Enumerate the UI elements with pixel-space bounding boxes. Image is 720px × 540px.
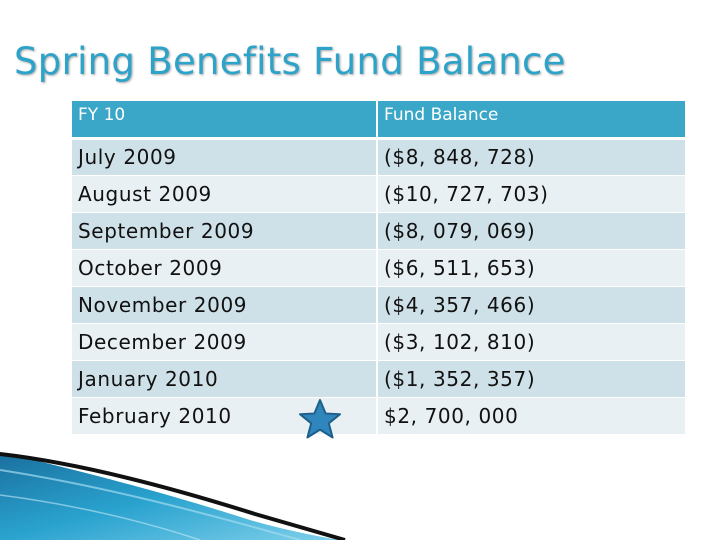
balance-cell: ($3, 102, 810)	[376, 322, 685, 360]
month-cell: August 2009	[72, 174, 377, 212]
balance-cell: ($1, 352, 357)	[376, 359, 685, 397]
month-cell: November 2009	[72, 285, 377, 323]
table-row: September 2009 ($8, 079, 069)	[72, 211, 685, 249]
month-cell: January 2010	[72, 359, 377, 397]
balance-cell: ($8, 079, 069)	[376, 211, 685, 249]
decorative-wave	[0, 452, 346, 540]
balance-cell: ($8, 848, 728)	[376, 137, 685, 175]
table-header-row: FY 10 Fund Balance	[72, 101, 685, 140]
slide-title: Spring Benefits Fund Balance	[14, 40, 566, 83]
header-fy10: FY 10	[72, 101, 377, 140]
balance-cell: $2, 700, 000	[376, 396, 685, 434]
month-cell: December 2009	[72, 322, 377, 360]
table-row: December 2009 ($3, 102, 810)	[72, 322, 685, 360]
table-row: January 2010 ($1, 352, 357)	[72, 359, 685, 397]
table-row: August 2009 ($10, 727, 703)	[72, 174, 685, 212]
balance-cell: ($6, 511, 653)	[376, 248, 685, 286]
fund-balance-table: FY 10 Fund Balance July 2009 ($8, 848, 7…	[72, 101, 685, 438]
month-cell: July 2009	[72, 137, 377, 175]
month-cell: September 2009	[72, 211, 377, 249]
star-icon	[299, 398, 341, 438]
month-label: February 2010	[78, 403, 232, 428]
balance-cell: ($4, 357, 466)	[376, 285, 685, 323]
table-row: February 2010 $2, 700, 000	[72, 396, 685, 438]
table-row: July 2009 ($8, 848, 728)	[72, 137, 685, 175]
balance-cell: ($10, 727, 703)	[376, 174, 685, 212]
header-fund-balance: Fund Balance	[376, 101, 685, 140]
table-row: October 2009 ($6, 511, 653)	[72, 248, 685, 286]
month-cell: February 2010	[72, 396, 377, 438]
month-cell: October 2009	[72, 248, 377, 286]
table-row: November 2009 ($4, 357, 466)	[72, 285, 685, 323]
